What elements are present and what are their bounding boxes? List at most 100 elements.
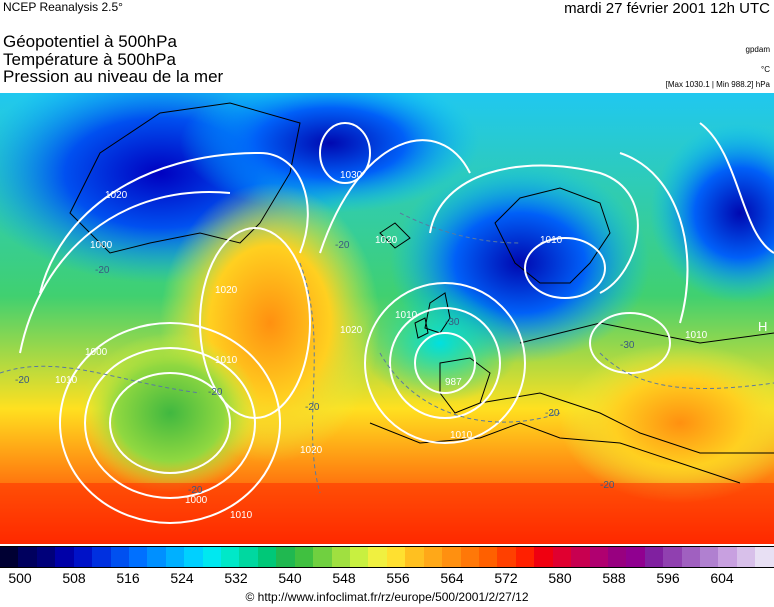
colorbar-swatch <box>589 547 608 567</box>
colorbar-swatch <box>165 547 185 567</box>
colorbar-tick-label: 548 <box>332 570 356 586</box>
isobar-label: 1010 <box>450 430 473 441</box>
isobar-label-group: 1020 1030 1020 1010 1020 1020 1010 1000 … <box>55 170 708 521</box>
colorbar-swatch <box>626 547 645 567</box>
isobar-label: 1020 <box>215 285 238 296</box>
colorbar-tick-label: 572 <box>494 570 518 586</box>
colorbar-ticks: 500 508 516 524 532 540 548 556 564 572 580 588 596 6… <box>0 570 774 586</box>
title-geopotential: Géopotentiel à 500hPa <box>3 32 177 51</box>
colorbar-swatch <box>368 547 387 567</box>
colorbar-swatch <box>663 547 682 567</box>
temperature-label: -30 <box>620 340 635 351</box>
colorbar-tick-label: 532 <box>224 570 248 586</box>
unit-celsius: °C <box>761 65 770 74</box>
colorbar-swatch <box>515 547 535 567</box>
colorbar-tick-label: 588 <box>602 570 626 586</box>
isobar-label: 1010 <box>215 355 238 366</box>
colorbar-swatch <box>147 547 166 567</box>
colorbar-tick-label: 596 <box>656 570 680 586</box>
colorbar-swatch <box>294 547 314 567</box>
colorbar-tick-label: 564 <box>440 570 464 586</box>
colorbar-swatch <box>221 547 240 567</box>
colorbar-tick-label: 540 <box>278 570 302 586</box>
title-temperature: Température à 500hPa <box>3 50 176 69</box>
colorbar-swatch <box>644 547 664 567</box>
unit-gpdam: gpdam <box>745 45 770 54</box>
colorbar-tick-label: 604 <box>710 570 734 586</box>
isobar-label: 1010 <box>540 235 563 246</box>
colorbar-swatch <box>460 547 479 567</box>
temperature-contours <box>0 212 774 494</box>
colorbar-swatch <box>607 547 627 567</box>
colorbar-swatch <box>405 547 424 567</box>
temperature-label-group: -20 -20 -20 -20 -20 -30 -30 -20 -20 -20 <box>15 240 635 496</box>
colorbar-swatch <box>92 547 111 567</box>
colorbar-swatch <box>313 547 332 567</box>
colorbar-swatch <box>202 547 222 567</box>
colorbar-swatch <box>718 547 737 567</box>
title-pressure: Pression au niveau de la mer <box>3 67 224 86</box>
isobar-label: 1000 <box>85 347 108 358</box>
isobar-label: 1000 <box>90 240 113 251</box>
temperature-label: -20 <box>335 240 350 251</box>
colorbar-swatch <box>497 547 516 567</box>
credit-url: © http://www.infoclimat.fr/rz/europe/500… <box>245 590 529 604</box>
isobar-label: 987 <box>445 377 462 388</box>
colorbar-swatch <box>534 547 553 567</box>
colorbar-swatch <box>736 547 756 567</box>
colorbar-swatch <box>571 547 590 567</box>
isobar-label: 1030 <box>340 170 363 181</box>
temperature-label: -20 <box>208 387 223 398</box>
isobar-label: 1000 <box>185 495 208 506</box>
colorbar-swatch <box>276 547 295 567</box>
colorbar-swatch <box>257 547 277 567</box>
weather-map: 1020 1030 1020 1010 1020 1020 1010 1000 … <box>0 93 774 544</box>
high-pressure-marker: H <box>758 319 767 334</box>
isobars <box>19 122 774 524</box>
temperature-label: -20 <box>600 480 615 491</box>
temperature-label: -20 <box>95 265 110 276</box>
colorbar-tick-label: 500 <box>8 570 32 586</box>
date-label: mardi 27 février 2001 12h UTC <box>564 0 770 17</box>
colorbar-swatch <box>350 547 369 567</box>
colorbar-swatch <box>18 547 37 567</box>
colorbar-swatch <box>0 547 19 567</box>
isobar-label: 1010 <box>230 510 253 521</box>
colorbar-swatch <box>184 547 203 567</box>
colorbar-swatch <box>478 547 498 567</box>
colorbar-swatch <box>423 547 443 567</box>
temperature-label: -20 <box>305 402 320 413</box>
data-source-label: NCEP Reanalysis 2.5° <box>3 0 123 14</box>
colorbar-swatch <box>755 547 774 567</box>
colorbar-swatch <box>552 547 572 567</box>
colorbar-swatch <box>239 547 258 567</box>
colorbar-swatch <box>128 547 148 567</box>
temperature-label: -20 <box>15 375 30 386</box>
isobar-label: 1010 <box>55 375 78 386</box>
colorbar-swatch <box>331 547 351 567</box>
isobar-label: 1010 <box>685 330 708 341</box>
colorbar-tick-label: 556 <box>386 570 410 586</box>
colorbar-swatch <box>110 547 129 567</box>
isobar-label: 1020 <box>340 325 363 336</box>
colorbar-tick-label: 524 <box>170 570 194 586</box>
temperature-label: -30 <box>445 317 460 328</box>
temperature-label: -20 <box>545 408 560 419</box>
colorbar-swatch <box>55 547 74 567</box>
colorbar-tick-label: 508 <box>62 570 86 586</box>
colorbar-tick-label: 516 <box>116 570 140 586</box>
colorbar-swatch <box>73 547 93 567</box>
colorbar-swatch <box>681 547 701 567</box>
isobar-label: 1020 <box>300 445 323 456</box>
isobar-label: 1010 <box>395 310 418 321</box>
unit-pressure-range: [Max 1030.1 | Min 988.2] hPa <box>665 80 770 89</box>
isobar-label: 1020 <box>105 190 128 201</box>
colorbar <box>0 546 774 568</box>
colorbar-swatch <box>36 547 56 567</box>
isobar-label: 1020 <box>375 235 398 246</box>
colorbar-swatch <box>442 547 461 567</box>
temperature-label: -20 <box>188 485 203 496</box>
colorbar-tick-label: 580 <box>548 570 572 586</box>
colorbar-swatch <box>700 547 719 567</box>
colorbar-swatch <box>386 547 406 567</box>
